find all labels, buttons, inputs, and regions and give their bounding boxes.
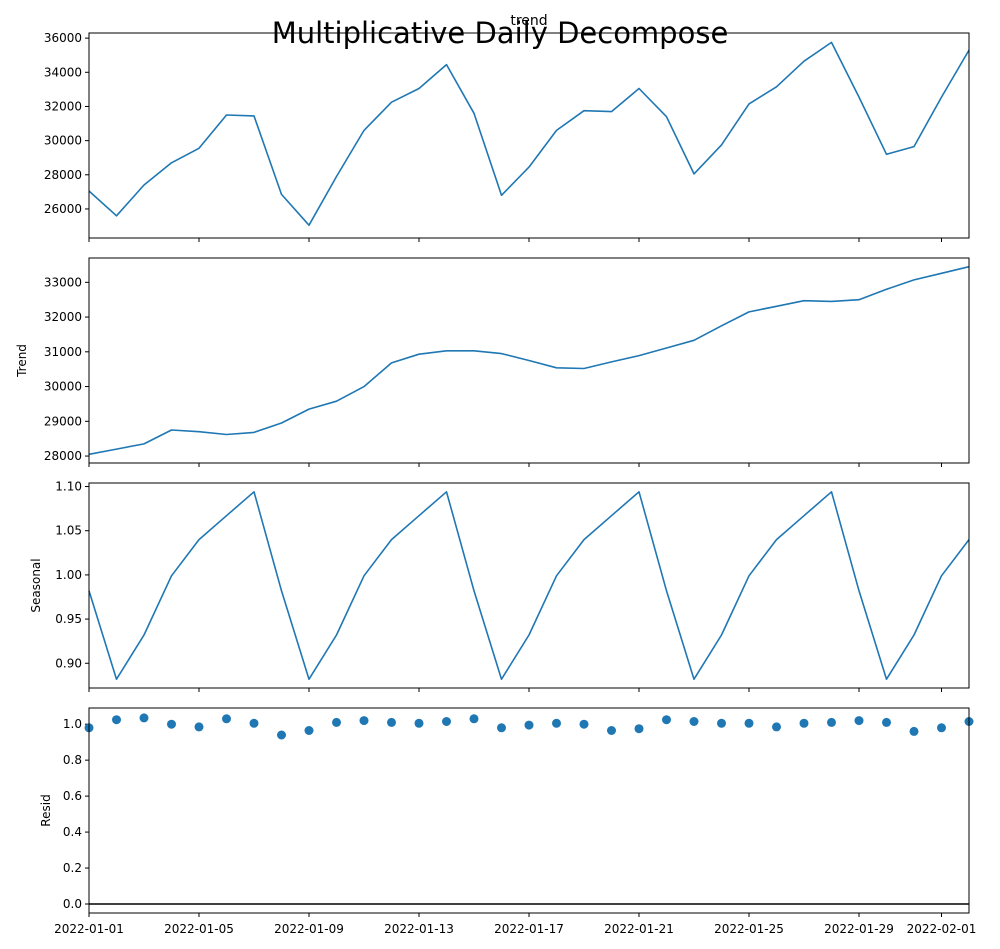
x-tick-label: 2022-01-05 <box>164 922 234 936</box>
axes-frame <box>88 32 970 239</box>
resid-point <box>937 723 946 733</box>
x-tick-label: 2022-01-21 <box>604 922 674 936</box>
y-tick-label: 1.0 <box>63 717 82 731</box>
panel-title: trend <box>510 13 547 29</box>
x-tick-label: 2022-01-01 <box>54 922 124 936</box>
y-tick-label: 0.6 <box>63 789 82 803</box>
resid-point <box>222 714 231 724</box>
y-tick-label: 34000 <box>44 65 82 79</box>
resid-point <box>524 720 534 730</box>
y-tick-label: 1.00 <box>55 568 82 582</box>
x-tick-label: 2022-01-17 <box>494 922 564 936</box>
resid-point <box>469 714 479 724</box>
y-tick-label: 1.05 <box>55 524 82 538</box>
resid-point <box>194 722 204 732</box>
axes-frame <box>88 482 970 689</box>
panel-2: Trend 28000 29000 30000 31000 32000 33000 <box>15 257 970 467</box>
resid-point <box>359 716 369 726</box>
resid-point <box>304 726 314 735</box>
x-tick-label: 2022-01-25 <box>714 922 784 936</box>
y-tick-label: 30000 <box>44 134 82 148</box>
y-tick-label: 0.8 <box>63 753 82 767</box>
y-tick-label: 0.90 <box>55 656 82 670</box>
y-tick-label: 28000 <box>44 168 82 182</box>
resid-point <box>552 718 561 728</box>
resid-point <box>167 719 176 729</box>
y-axis-label: Trend <box>15 344 29 378</box>
y-tick-label: 31000 <box>44 345 82 359</box>
y-tick-label: 29000 <box>44 414 82 428</box>
y-tick-label: 36000 <box>44 31 82 45</box>
resid-point <box>909 726 919 736</box>
series-line <box>88 490 970 681</box>
resid-point <box>579 719 589 729</box>
series-line <box>88 265 970 456</box>
resid-point <box>744 718 754 728</box>
y-tick-label: 0.2 <box>63 861 82 875</box>
resid-point <box>634 724 644 734</box>
resid-point <box>689 717 699 726</box>
resid-point <box>717 718 726 728</box>
y-axis-label: Seasonal <box>29 558 43 612</box>
x-tick-label: 2022-01-13 <box>384 922 454 936</box>
resid-point <box>827 717 836 727</box>
panel-1: trend 26000 28000 30000 32000 34000 36000 <box>44 13 970 242</box>
resid-point <box>772 722 781 732</box>
y-tick-label: 33000 <box>44 275 82 289</box>
panels: trend 26000 28000 30000 32000 34000 36000 Trend… <box>15 13 976 936</box>
resid-point <box>799 718 809 728</box>
y-tick-label: 0.95 <box>55 612 82 626</box>
y-tick-label: 28000 <box>44 449 82 463</box>
axes-frame <box>88 257 970 464</box>
resid-point <box>854 716 864 726</box>
resid-point <box>139 713 149 723</box>
y-tick-label: 1.10 <box>55 480 82 494</box>
resid-point <box>662 715 671 725</box>
y-tick-label: 32000 <box>44 310 82 324</box>
panel-4: Resid 0.0 0.2 0.4 0.6 0.8 1.0 2022-01-01 2022-01… <box>39 707 977 936</box>
x-tick-label: 2022-01-09 <box>274 922 344 936</box>
y-tick-label: 0.4 <box>63 825 82 839</box>
y-axis-label: Resid <box>39 794 53 826</box>
panel-3: Seasonal 0.90 0.95 1.00 1.05 1.10 <box>29 480 970 692</box>
axes-frame <box>88 707 970 914</box>
y-tick-label: 30000 <box>44 380 82 394</box>
y-tick-label: 32000 <box>44 99 82 113</box>
resid-point <box>112 715 121 725</box>
resid-point <box>607 726 616 735</box>
resid-point <box>387 717 396 727</box>
resid-point <box>497 723 506 733</box>
resid-point <box>249 718 259 728</box>
y-tick-label: 26000 <box>44 202 82 216</box>
resid-point <box>882 717 891 727</box>
resid-point <box>442 717 451 726</box>
resid-point <box>414 718 424 728</box>
series-line <box>88 41 970 226</box>
resid-point <box>277 730 286 740</box>
y-tick-label: 0.0 <box>63 897 82 911</box>
resid-point <box>332 717 341 727</box>
x-tick-label: 2022-02-01 <box>907 922 977 936</box>
x-tick-label: 2022-01-29 <box>824 922 894 936</box>
